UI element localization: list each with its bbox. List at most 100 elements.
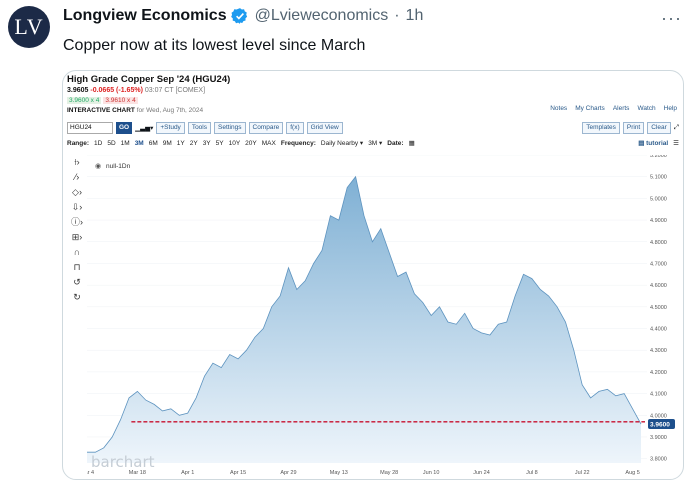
interactive-label: INTERACTIVE CHART [67, 107, 135, 114]
fib-tool-icon[interactable]: ⊞› [71, 232, 83, 242]
watch-link[interactable]: Watch [637, 105, 656, 112]
shapes-tool-icon[interactable]: ◇› [72, 187, 82, 197]
range-5y[interactable]: 5Y [215, 139, 224, 147]
price-chart[interactable]: 5.2000 5.1000 5.0000 4.9000 4.8000 4.7000 4.60… [87, 155, 677, 480]
x-tick-label: Jul 22 [575, 470, 590, 476]
alerts-link[interactable]: Alerts [612, 105, 630, 112]
range-bar: Range: 1D 5D 1M 3M 6M 9M 1Y 2Y 3Y 5Y 10Y… [67, 137, 679, 149]
price-line [87, 175, 642, 453]
legend-label: null-1Dn [106, 163, 131, 170]
x-axis: Mar 4 Mar 18 Apr 1 Apr 15 Apr 29 May 13 May 28… [87, 470, 640, 476]
frequency-value: Daily Nearby [320, 140, 359, 147]
x-tick-label: Apr 15 [230, 470, 246, 476]
interactive-date: for Wed, Aug 7th, 2024 [136, 107, 204, 114]
print-button[interactable]: Print [622, 121, 645, 134]
calendar-icon[interactable]: ▦ [408, 140, 415, 147]
my-charts-link[interactable]: My Charts [575, 105, 605, 112]
frequency-label: Frequency: [280, 139, 316, 147]
x-tick-label: Apr 29 [280, 470, 296, 476]
x-tick-label: Apr 1 [181, 470, 194, 476]
x-tick-label: Jul 8 [526, 470, 538, 476]
y-tick-label: 4.1000 [650, 392, 667, 398]
quote-time: 03:07 CT [COMEX] [144, 87, 206, 94]
tweet-media-chart[interactable]: High Grade Copper Sep '24 (HGU24) 3.9605… [62, 70, 684, 480]
range-2y[interactable]: 2Y [189, 139, 198, 147]
bid: 3.9600 x 4 [67, 97, 102, 104]
range-1d[interactable]: 1D [94, 139, 103, 147]
interactive-chart-label: INTERACTIVE CHART for Wed, Aug 7th, 2024 [67, 107, 203, 114]
help-link[interactable]: Help [663, 105, 677, 112]
tweet-header: Longview Economics @Lvieweconomics · 1h [63, 7, 423, 25]
period-select[interactable]: 3M ▾ [368, 140, 383, 147]
price-tag-label: 3.9600 [650, 421, 670, 428]
price-area [87, 176, 641, 463]
quote-line: 3.9605 -0.0665 (-1.65%) 03:07 CT [COMEX] [67, 87, 205, 94]
price-change: -0.0665 (-1.65%) [90, 87, 143, 94]
undo-icon[interactable]: ↺ [73, 277, 81, 287]
range-20y[interactable]: 20Y [245, 139, 257, 147]
settings-button[interactable]: Settings [214, 121, 246, 134]
y-tick-label: 4.4000 [650, 327, 667, 333]
grid-view-button[interactable]: Grid View [306, 121, 343, 134]
y-tick-label: 4.2000 [650, 370, 667, 376]
tutorial-label: tutorial [646, 140, 669, 147]
y-tick-label: 3.8000 [650, 457, 667, 463]
frequency-select[interactable]: Daily Nearby ▾ [320, 140, 364, 147]
tools-button[interactable]: Tools [187, 121, 211, 134]
bid-ask: 3.9600 x 4 3.9610 x 4 [67, 97, 138, 104]
tweet-time[interactable]: 1h [405, 7, 424, 24]
last-price: 3.9605 [67, 87, 89, 94]
redo-icon[interactable]: ↻ [73, 292, 81, 302]
y-tick-label: 4.9000 [650, 218, 667, 224]
drawing-tools-sidebar: ⟊› ⁄› ◇› ⇩› ⓘ› ⊞› ∩ ⊓ ↺ ↻ [67, 157, 87, 303]
info-tool-icon[interactable]: ⓘ› [71, 217, 83, 227]
compare-button[interactable]: Compare [248, 121, 284, 134]
x-tick-label: Jun 24 [473, 470, 490, 476]
x-tick-label: Mar 4 [87, 470, 94, 476]
price-tag-box [648, 418, 675, 429]
avatar[interactable]: LV [8, 6, 50, 48]
legend-eye-icon[interactable]: ◉ [95, 162, 101, 170]
range-5d[interactable]: 5D [107, 139, 116, 147]
ask: 3.9610 x 4 [103, 97, 138, 104]
crosshair-tool-icon[interactable]: ⟊› [74, 157, 80, 167]
y-tick-label: 5.0000 [650, 196, 667, 202]
period-value: 3M [368, 140, 378, 147]
range-3m[interactable]: 3M [134, 139, 144, 147]
magnet-icon[interactable]: ∩ [73, 247, 81, 257]
author-handle[interactable]: @Lvieweconomics [254, 7, 389, 24]
chart-title: High Grade Copper Sep '24 (HGU24) [67, 74, 231, 85]
range-max[interactable]: MAX [261, 139, 276, 147]
lock-icon[interactable]: ⊓ [73, 262, 81, 272]
x-tick-label: May 28 [380, 470, 398, 476]
chart-type-icon[interactable]: ▁▃▅▾ [135, 124, 154, 132]
range-3y[interactable]: 3Y [202, 139, 211, 147]
y-tick-label: 3.9000 [650, 435, 667, 441]
symbol-input[interactable] [67, 121, 113, 134]
range-label: Range: [67, 139, 90, 147]
range-10y[interactable]: 10Y [228, 139, 241, 147]
more-options-icon[interactable]: ··· [661, 8, 682, 28]
go-button[interactable]: GO [116, 121, 133, 134]
y-axis: 5.2000 5.1000 5.0000 4.9000 4.8000 4.7000 4.60… [650, 155, 667, 463]
barchart-watermark: barchart [91, 453, 155, 471]
range-9m[interactable]: 9M [162, 139, 172, 147]
author-name[interactable]: Longview Economics [63, 7, 227, 24]
fullscreen-icon[interactable]: ⤢ [673, 123, 679, 131]
tutorial-link[interactable]: ▤ tutorial [638, 140, 669, 147]
templates-button[interactable]: Templates [582, 121, 620, 134]
menu-icon[interactable]: ☰ [673, 140, 679, 147]
clear-button[interactable]: Clear [647, 121, 671, 134]
arrow-tool-icon[interactable]: ⇩› [71, 202, 83, 212]
range-6m[interactable]: 6M [148, 139, 158, 147]
lines-tool-icon[interactable]: ⁄› [74, 172, 80, 182]
study-button[interactable]: +Study [156, 121, 185, 134]
range-1y[interactable]: 1Y [176, 139, 185, 147]
fx-button[interactable]: f(x) [286, 121, 304, 134]
y-tick-label: 4.3000 [650, 348, 667, 354]
separator-dot: · [394, 7, 400, 24]
top-links: Notes My Charts Alerts Watch Help [550, 105, 677, 112]
range-1m[interactable]: 1M [120, 139, 130, 147]
notes-link[interactable]: Notes [550, 105, 568, 112]
y-tick-label: 4.0000 [650, 413, 667, 419]
